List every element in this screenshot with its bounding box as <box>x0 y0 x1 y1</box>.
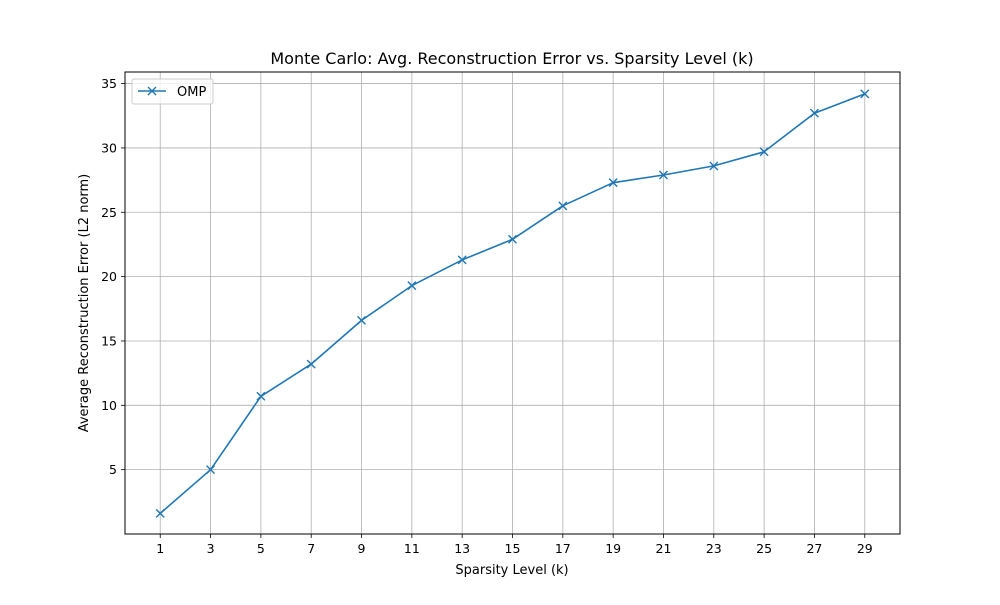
x-tick-label: 29 <box>857 541 873 556</box>
data-point-marker <box>206 465 216 475</box>
x-tick-label: 9 <box>358 541 366 556</box>
data-point-marker <box>357 315 367 325</box>
x-tick-label: 5 <box>257 541 265 556</box>
x-tick-label: 19 <box>605 541 621 556</box>
x-tick-label: 7 <box>307 541 315 556</box>
data-point-marker <box>457 255 467 265</box>
y-tick-label: 15 <box>101 333 117 348</box>
data-point-marker <box>608 178 618 188</box>
x-tick-label: 23 <box>706 541 722 556</box>
x-tick-label: 21 <box>656 541 672 556</box>
legend-marker-x <box>147 86 157 96</box>
legend-box <box>131 78 214 105</box>
x-tick-label: 3 <box>207 541 215 556</box>
data-point-marker <box>759 147 769 157</box>
data-point-marker <box>658 170 668 180</box>
data-point-marker <box>155 508 165 518</box>
y-tick-label: 30 <box>101 140 117 155</box>
data-point-marker <box>558 201 568 211</box>
y-tick-label: 35 <box>101 76 117 91</box>
x-axis-label: Sparsity Level (k) <box>455 563 568 578</box>
x-tick-label: 13 <box>454 541 470 556</box>
y-tick-label: 25 <box>101 205 117 220</box>
x-tick-label: 27 <box>806 541 822 556</box>
x-tick-label: 25 <box>756 541 772 556</box>
data-point-marker <box>860 89 870 99</box>
data-point-marker <box>709 161 719 171</box>
data-point-marker <box>809 108 819 118</box>
x-tick-label: 17 <box>555 541 571 556</box>
legend-entry-label: OMP <box>177 85 206 100</box>
data-point-marker <box>306 359 316 369</box>
chart-title: Monte Carlo: Avg. Reconstruction Error v… <box>270 49 753 68</box>
data-point-marker <box>407 281 417 291</box>
grid-lines <box>125 72 900 534</box>
y-tick-label: 5 <box>109 462 117 477</box>
y-axis-label: Average Reconstruction Error (L2 norm) <box>77 174 92 433</box>
legend: OMP <box>131 78 214 105</box>
x-tick-label: 15 <box>505 541 521 556</box>
x-tick-label: 1 <box>156 541 164 556</box>
y-tick-label: 10 <box>101 398 117 413</box>
x-tick-label: 11 <box>404 541 420 556</box>
series-layer <box>155 89 870 518</box>
data-point-marker <box>256 391 266 401</box>
y-tick-label: 20 <box>101 269 117 284</box>
data-point-marker <box>508 234 517 244</box>
